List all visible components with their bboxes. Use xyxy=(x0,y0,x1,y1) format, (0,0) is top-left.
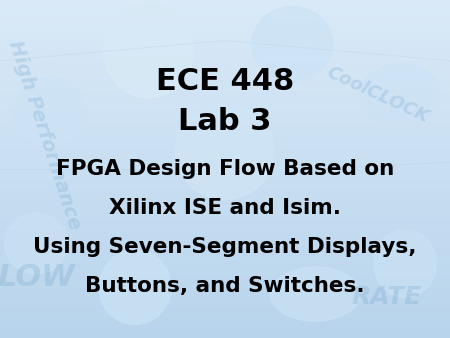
Text: ECE 448: ECE 448 xyxy=(156,67,294,96)
Ellipse shape xyxy=(4,213,68,274)
Text: Xilinx ISE and Isim.: Xilinx ISE and Isim. xyxy=(109,198,341,218)
Ellipse shape xyxy=(14,78,86,145)
Text: High Performance: High Performance xyxy=(5,38,85,232)
Ellipse shape xyxy=(252,7,333,81)
Text: Lab 3: Lab 3 xyxy=(178,107,272,136)
Ellipse shape xyxy=(99,250,171,324)
Ellipse shape xyxy=(374,230,436,297)
Ellipse shape xyxy=(104,3,194,98)
Text: Buttons, and Switches.: Buttons, and Switches. xyxy=(85,275,365,296)
Text: LOW: LOW xyxy=(0,263,75,292)
Text: RATE: RATE xyxy=(352,285,422,310)
Ellipse shape xyxy=(270,267,360,321)
Text: CoolCLOCK: CoolCLOCK xyxy=(324,63,432,126)
Text: FPGA Design Flow Based on: FPGA Design Flow Based on xyxy=(56,159,394,179)
Text: Using Seven-Segment Displays,: Using Seven-Segment Displays, xyxy=(33,237,417,257)
Ellipse shape xyxy=(176,105,274,199)
Ellipse shape xyxy=(360,64,441,125)
